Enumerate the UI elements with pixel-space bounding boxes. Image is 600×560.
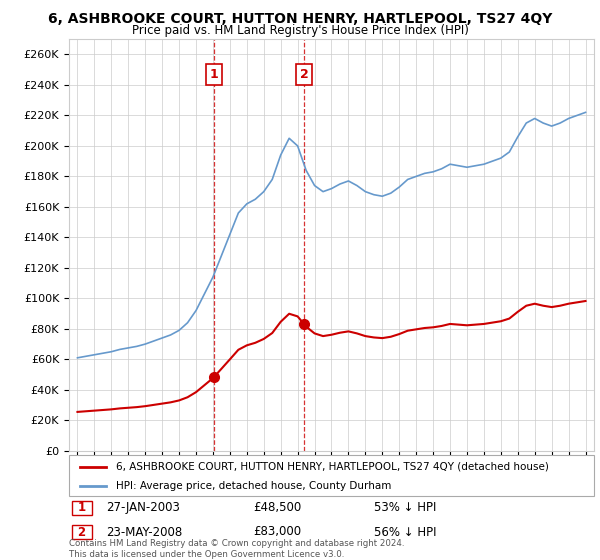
Text: 23-MAY-2008: 23-MAY-2008 [106, 525, 182, 539]
Text: 2: 2 [300, 68, 308, 81]
Text: £83,000: £83,000 [253, 525, 301, 539]
FancyBboxPatch shape [69, 455, 594, 496]
Text: HPI: Average price, detached house, County Durham: HPI: Average price, detached house, Coun… [116, 480, 392, 491]
Text: 27-JAN-2003: 27-JAN-2003 [106, 501, 179, 515]
Text: 2: 2 [77, 525, 86, 539]
Text: Price paid vs. HM Land Registry's House Price Index (HPI): Price paid vs. HM Land Registry's House … [131, 24, 469, 37]
Text: 1: 1 [77, 501, 86, 515]
FancyBboxPatch shape [71, 525, 92, 539]
Text: 6, ASHBROOKE COURT, HUTTON HENRY, HARTLEPOOL, TS27 4QY: 6, ASHBROOKE COURT, HUTTON HENRY, HARTLE… [48, 12, 552, 26]
FancyBboxPatch shape [71, 501, 92, 515]
Text: 6, ASHBROOKE COURT, HUTTON HENRY, HARTLEPOOL, TS27 4QY (detached house): 6, ASHBROOKE COURT, HUTTON HENRY, HARTLE… [116, 461, 549, 472]
Text: Contains HM Land Registry data © Crown copyright and database right 2024.
This d: Contains HM Land Registry data © Crown c… [69, 539, 404, 559]
Text: £48,500: £48,500 [253, 501, 301, 515]
Text: 53% ↓ HPI: 53% ↓ HPI [373, 501, 436, 515]
Text: 56% ↓ HPI: 56% ↓ HPI [373, 525, 436, 539]
Text: 1: 1 [210, 68, 218, 81]
